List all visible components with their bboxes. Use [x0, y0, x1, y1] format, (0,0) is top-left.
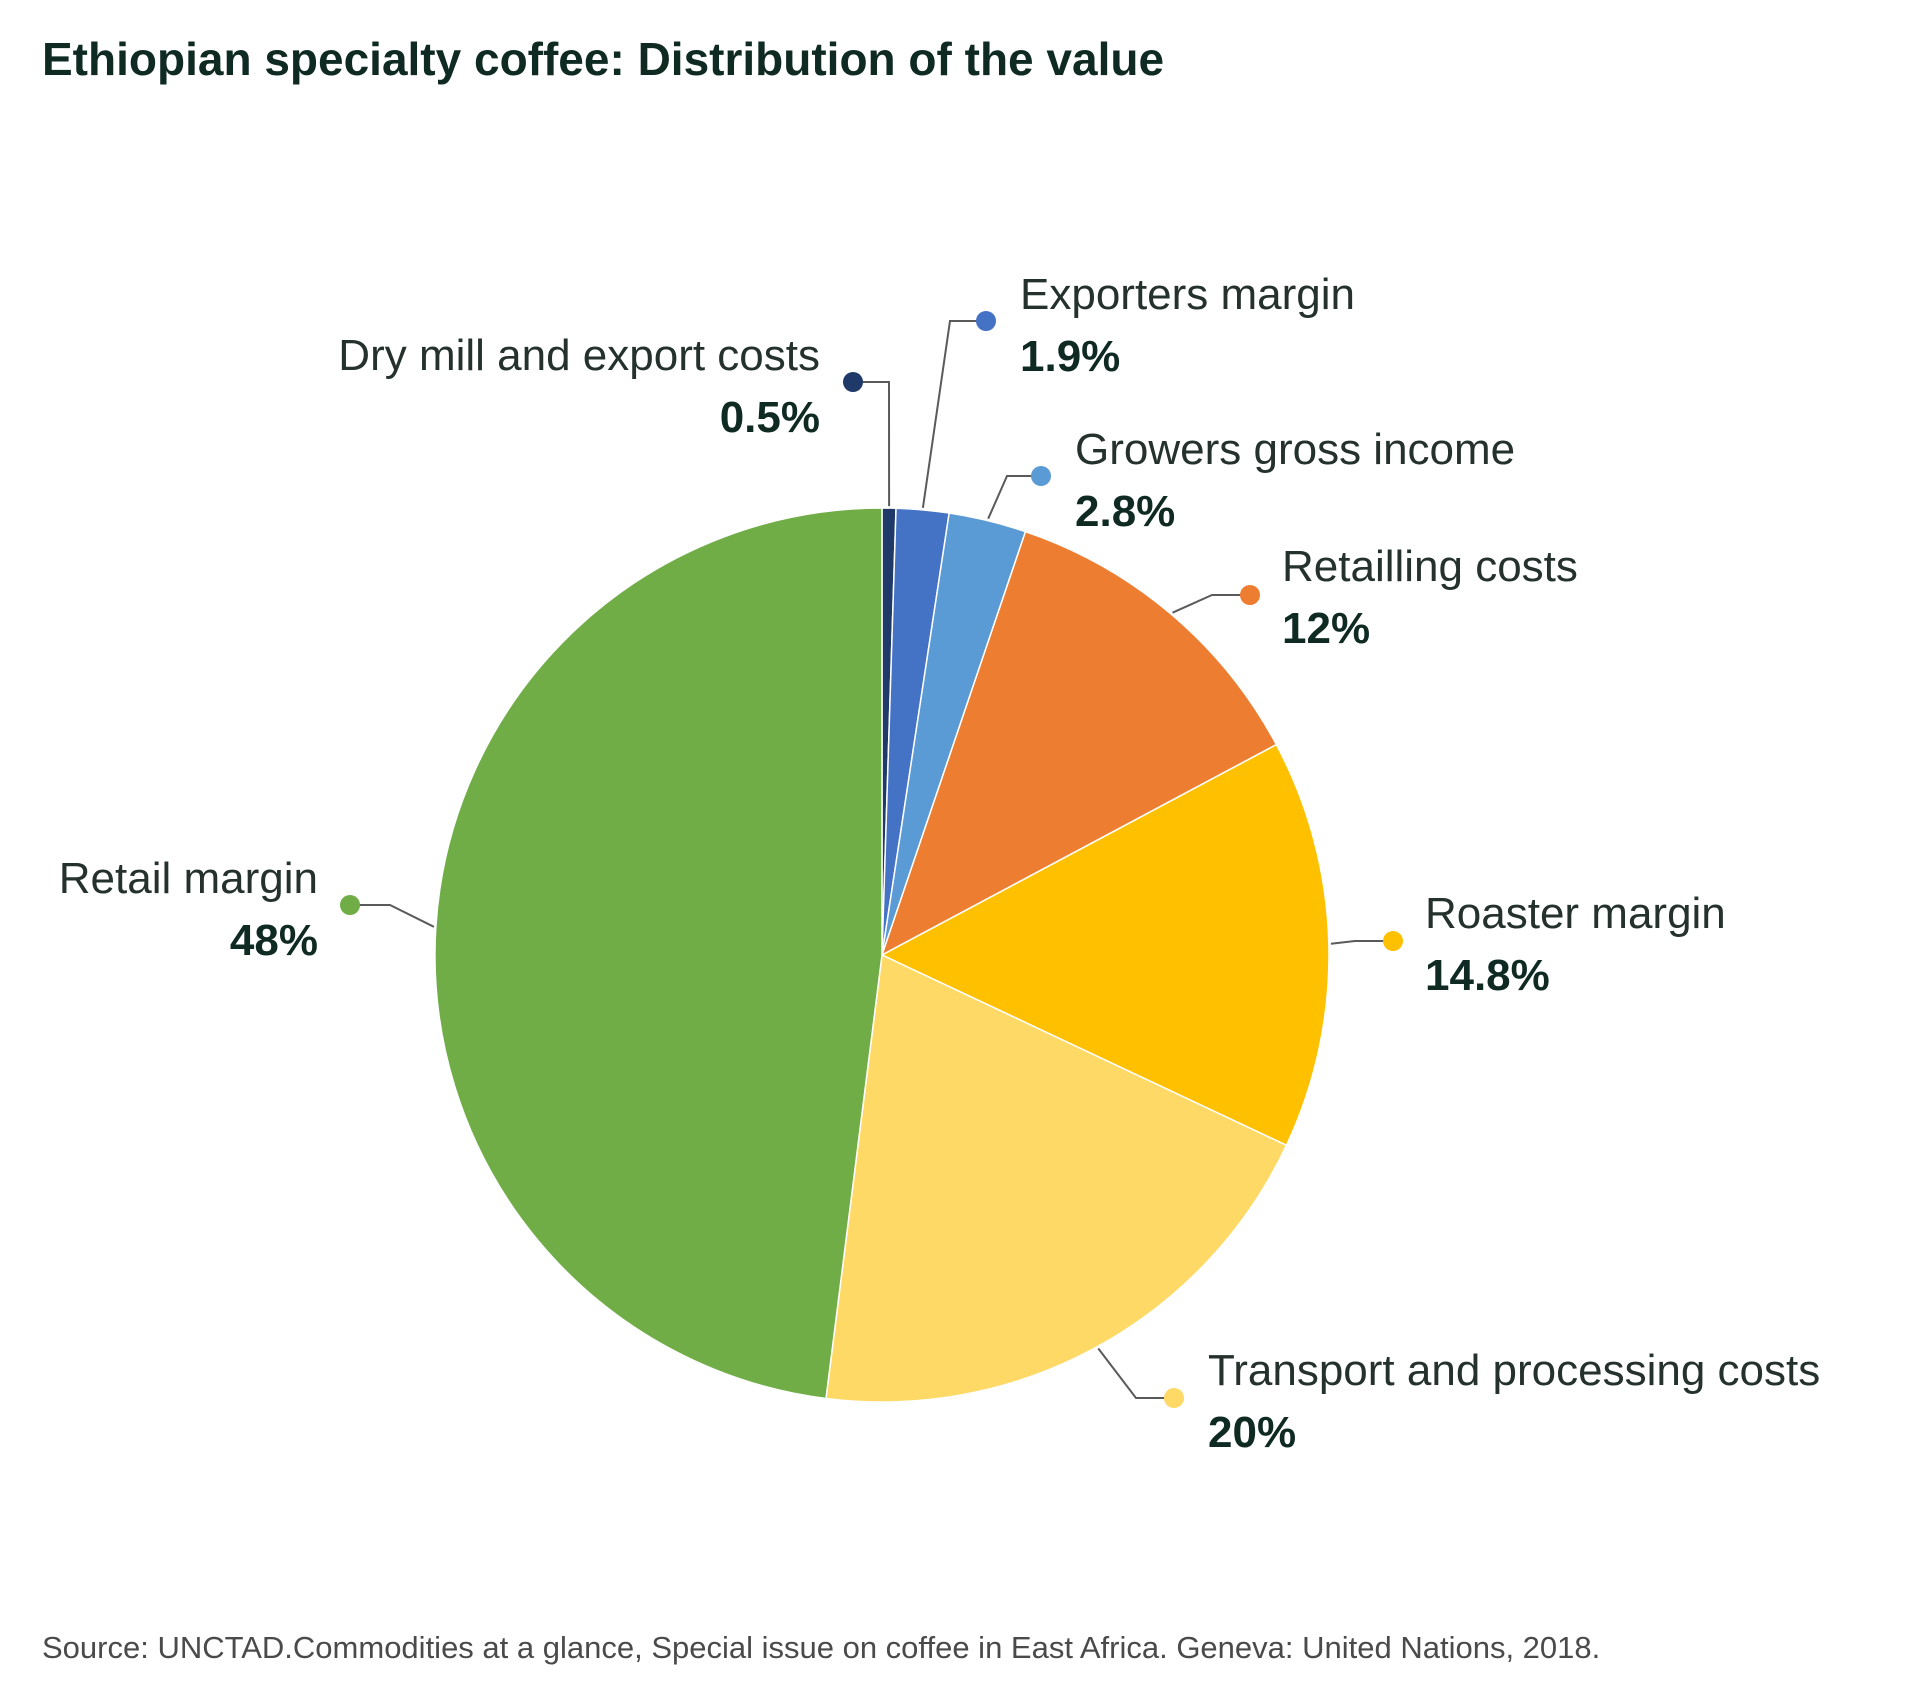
leader-line-growers-gross-income [987, 475, 1041, 520]
slice-value-retailling-costs: 12% [1282, 604, 1370, 653]
pie-slice-transport-and-processing-costs [825, 953, 1288, 1403]
leader-line-retail-margin [350, 904, 435, 928]
leader-line-retailling-costs [1172, 594, 1250, 614]
slice-value-growers-gross-income: 2.8% [1075, 487, 1175, 536]
leader-line-dry-mill-and-export-costs [853, 381, 891, 507]
pie-chart: Dry mill and export costs 0.5% Exporters m… [59, 270, 1820, 1457]
slice-label-retail-margin: Retail margin [59, 854, 318, 903]
slice-label-exporters-margin: Exporters margin [1020, 270, 1355, 319]
label-dot-roaster-margin [1383, 931, 1403, 951]
leader-line-transport-and-processing-costs [1097, 1347, 1174, 1399]
leader-line-exporters-margin [921, 320, 986, 509]
slice-value-exporters-margin: 1.9% [1020, 332, 1120, 381]
pie-slice-roaster-margin [880, 743, 1330, 1147]
label-dot-growers-gross-income [1031, 466, 1051, 486]
label-dot-exporters-margin [976, 311, 996, 331]
label-dot-dry-mill-and-export-costs [843, 372, 863, 392]
source-note: Source: UNCTAD.Commodities at a glance, … [42, 1630, 1601, 1665]
slice-value-roaster-margin: 14.8% [1425, 951, 1550, 1000]
slice-label-transport-and-processing-costs: Transport and processing costs [1208, 1346, 1820, 1395]
label-dot-retailling-costs [1240, 585, 1260, 605]
slice-label-roaster-margin: Roaster margin [1425, 889, 1726, 938]
chart-title: Ethiopian specialty coffee: Distribution… [42, 33, 1165, 85]
slice-label-growers-gross-income: Growers gross income [1075, 425, 1515, 474]
slice-value-retail-margin: 48% [230, 916, 318, 965]
label-dot-transport-and-processing-costs [1164, 1388, 1184, 1408]
slice-label-dry-mill-and-export-costs: Dry mill and export costs [338, 331, 820, 380]
pie-slice-retail-margin [434, 507, 883, 1400]
slice-value-dry-mill-and-export-costs: 0.5% [720, 393, 820, 442]
label-dot-retail-margin [340, 895, 360, 915]
pie-slice-retailling-costs [880, 530, 1278, 957]
slice-label-retailling-costs: Retailling costs [1282, 542, 1578, 591]
slice-value-transport-and-processing-costs: 20% [1208, 1408, 1296, 1457]
leader-line-roaster-margin [1330, 940, 1393, 945]
